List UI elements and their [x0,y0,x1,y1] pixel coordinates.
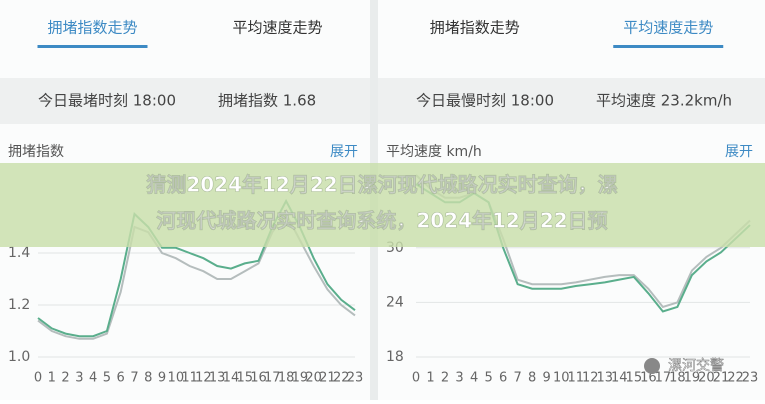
x-tick-label: 22 [333,371,350,386]
x-tick-label: 13 [209,371,226,386]
x-tick-label: 7 [130,371,138,386]
overlay-title: 猜测2024年12月22日漯河现代城路况实时查询，漯 [145,173,617,197]
x-tick-label: 19 [292,371,309,386]
stats-bar [378,78,765,124]
tab-underline [613,45,724,48]
stat: 今日最堵时刻 18:00 [38,92,176,110]
x-tick-label: 20 [305,371,322,386]
x-tick-label: 21 [319,371,336,386]
x-tick-label: 6 [117,371,125,386]
x-tick-label: 3 [455,371,463,386]
x-tick-label: 13 [597,371,614,386]
y-tick-label: 1.4 [8,245,30,261]
y-axis-label: 拥堵指数 [8,144,64,160]
x-tick-label: 0 [412,371,420,386]
x-tick-label: 4 [89,371,97,386]
expand-button[interactable]: 展开 [725,144,753,160]
x-tick-label: 17 [264,371,281,386]
stats-bar [0,78,370,124]
x-tick-label: 1 [48,371,56,386]
x-tick-label: 18 [278,371,295,386]
x-tick-label: 14 [611,371,628,386]
x-tick-label: 0 [34,371,42,386]
x-tick-label: 3 [75,371,83,386]
watermark-icon [644,358,660,374]
x-tick-label: 8 [144,371,152,386]
x-tick-label: 16 [640,371,657,386]
x-tick-label: 18 [669,371,686,386]
tab[interactable]: 拥堵指数走势 [47,19,137,37]
y-tick-label: 18 [386,349,404,365]
x-tick-label: 9 [158,371,166,386]
x-tick-label: 12 [582,371,599,386]
x-tick-label: 15 [626,371,643,386]
y-tick-label: 24 [386,294,404,310]
x-tick-label: 15 [236,371,253,386]
tab[interactable]: 平均速度走势 [232,19,322,37]
x-tick-label: 19 [684,371,701,386]
x-tick-label: 2 [61,371,69,386]
stat: 平均速度 23.2km/h [596,92,732,110]
y-tick-label: 1.0 [8,349,30,365]
y-tick-label: 1.2 [8,297,30,313]
x-tick-label: 9 [543,371,551,386]
x-tick-label: 20 [698,371,715,386]
x-tick-label: 5 [484,371,492,386]
x-tick-label: 17 [655,371,672,386]
x-tick-label: 14 [223,371,240,386]
x-tick-label: 23 [742,371,759,386]
x-tick-label: 11 [181,371,198,386]
x-tick-label: 5 [103,371,111,386]
x-tick-label: 10 [168,371,185,386]
x-tick-label: 7 [514,371,522,386]
x-tick-label: 1 [426,371,434,386]
x-tick-label: 6 [499,371,507,386]
x-tick-label: 21 [713,371,730,386]
expand-button[interactable]: 展开 [330,144,358,160]
overlay-title: 河现代城路况实时查询系统，2024年12月22日预 [156,209,607,233]
x-tick-label: 2 [441,371,449,386]
x-tick-label: 16 [250,371,267,386]
watermark: 漯河交警 [668,357,724,374]
x-tick-label: 23 [347,371,364,386]
tab-underline [37,45,148,48]
stat: 今日最慢时刻 18:00 [416,92,554,110]
x-tick-label: 11 [567,371,584,386]
x-tick-label: 22 [727,371,744,386]
title-banner [0,163,765,247]
x-tick-label: 8 [528,371,536,386]
tab[interactable]: 平均速度走势 [623,19,713,37]
x-tick-label: 4 [470,371,478,386]
x-tick-label: 10 [553,371,570,386]
y-axis-label: 平均速度 km/h [386,144,482,160]
stat: 拥堵指数 1.68 [218,92,316,110]
x-tick-label: 12 [195,371,212,386]
tab[interactable]: 拥堵指数走势 [430,19,520,37]
